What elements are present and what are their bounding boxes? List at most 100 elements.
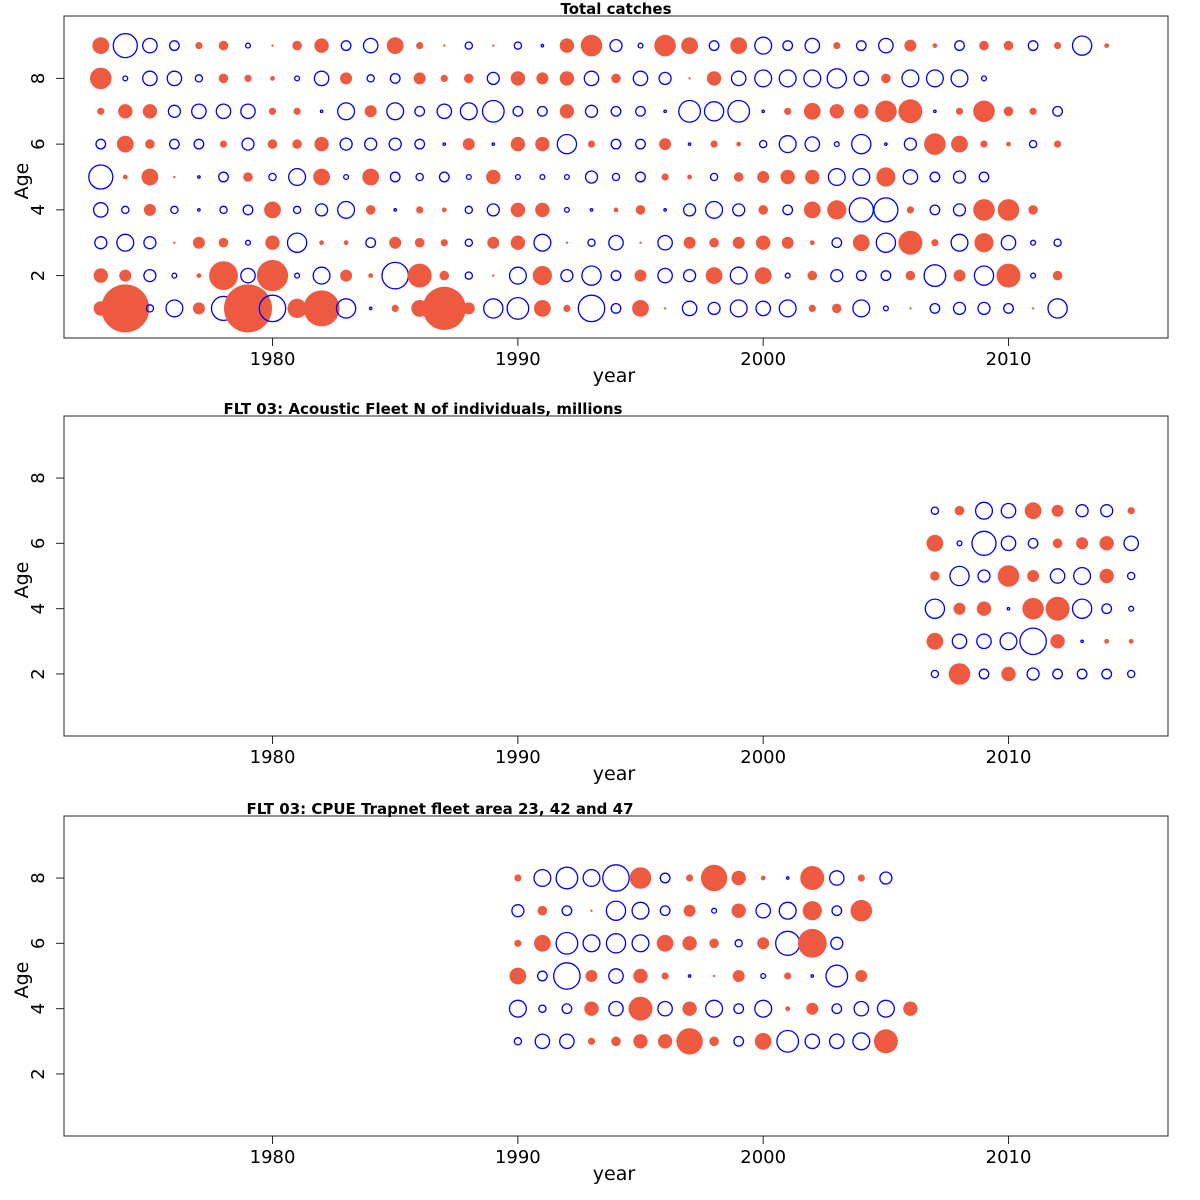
residual-bubble <box>513 41 523 50</box>
residual-bubble <box>340 40 352 52</box>
residual-bubble <box>682 1001 697 1016</box>
residual-bubble <box>875 232 897 253</box>
residual-bubble <box>416 206 424 214</box>
residual-bubble <box>973 199 995 221</box>
residual-bubble <box>166 70 183 87</box>
residual-bubble <box>508 999 527 1018</box>
x-axis-label: year <box>593 1163 636 1185</box>
residual-bubble <box>438 171 450 183</box>
residual-bubble <box>999 632 1018 651</box>
residual-bubble <box>687 142 692 146</box>
residual-bubble <box>1049 568 1066 584</box>
x-tick-label: 2010 <box>986 349 1032 370</box>
y-tick-label: 2 <box>28 1068 49 1079</box>
residual-bubble <box>440 239 448 247</box>
residual-bubble <box>683 236 696 249</box>
residual-bubble <box>93 268 109 283</box>
residual-bubble <box>661 173 669 181</box>
residual-bubble <box>1052 270 1063 281</box>
residual-bubble <box>464 271 474 280</box>
residual-bubble <box>637 42 644 49</box>
residual-bubble <box>707 301 721 316</box>
residual-bubble <box>1024 502 1042 520</box>
residual-bubble <box>577 294 606 323</box>
residual-bubble <box>898 99 923 124</box>
residual-bubble <box>535 136 550 152</box>
residual-bubble <box>1126 571 1136 581</box>
residual-bubble <box>1028 205 1038 215</box>
x-tick-label: 2000 <box>740 747 786 768</box>
residual-bubble <box>393 208 398 212</box>
residual-bubble <box>534 934 551 952</box>
residual-bubble <box>974 501 994 520</box>
residual-bubble <box>803 69 822 88</box>
residual-bubble <box>97 107 105 115</box>
residual-bubble <box>1071 598 1093 619</box>
residual-bubble <box>314 203 329 217</box>
residual-bubble <box>368 306 373 311</box>
residual-bubble <box>729 299 748 318</box>
residual-bubble <box>629 867 652 889</box>
residual-bubble <box>168 138 180 150</box>
y-tick-label: 2 <box>28 270 49 281</box>
x-tick-label: 1980 <box>250 747 296 768</box>
residual-bubble <box>953 602 966 615</box>
residual-bubble <box>565 241 569 244</box>
residual-bubble <box>464 238 474 247</box>
residual-bubble <box>929 302 941 314</box>
residual-bubble <box>929 204 941 216</box>
residual-bubble <box>711 907 718 914</box>
residual-bubble <box>1047 298 1068 319</box>
residual-bubble <box>112 32 138 59</box>
residual-bubble <box>754 36 773 55</box>
residual-bubble <box>1000 535 1017 552</box>
residual-bubble <box>978 668 990 680</box>
y-axis-label: Age <box>11 163 33 200</box>
plot-frame <box>63 15 1169 339</box>
residual-bubble <box>758 139 768 149</box>
residual-bubble <box>954 40 965 52</box>
residual-bubble <box>362 37 379 54</box>
residual-bubble <box>1052 538 1063 549</box>
residual-bubble <box>809 240 815 246</box>
residual-bubble <box>687 174 692 180</box>
residual-bubble <box>337 200 356 219</box>
residual-bubble <box>335 298 357 319</box>
residual-bubble <box>581 265 602 286</box>
residual-bubble <box>802 901 822 921</box>
residual-bubble <box>705 200 724 219</box>
residual-bubble <box>142 70 158 87</box>
residual-bubble <box>1127 507 1135 515</box>
residual-bubble <box>875 100 897 123</box>
residual-bubble <box>556 133 578 155</box>
panel-title: Total catches <box>560 0 671 18</box>
residual-bubble <box>828 1033 845 1050</box>
residual-bubble <box>1076 668 1088 680</box>
residual-bubble <box>659 905 671 917</box>
residual-bubble <box>167 104 182 118</box>
residual-bubble <box>904 39 917 52</box>
residual-bubble <box>977 569 991 583</box>
residual-bubble <box>971 530 997 556</box>
residual-bubble <box>700 864 728 892</box>
residual-bubble <box>364 137 378 151</box>
x-tick-label: 1980 <box>250 349 296 370</box>
residual-bubble <box>1006 606 1011 611</box>
residual-bubble <box>730 70 747 87</box>
residual-bubble <box>709 938 719 949</box>
residual-bubble <box>1101 668 1113 680</box>
residual-bubble <box>682 936 697 951</box>
residual-bubble <box>884 142 888 146</box>
residual-bubble <box>314 38 329 53</box>
residual-bubble <box>776 1029 800 1053</box>
residual-bubble <box>1123 535 1140 552</box>
residual-bubble <box>850 899 873 922</box>
residual-bubble <box>978 171 990 183</box>
residual-bubble <box>1051 504 1064 517</box>
residual-bubble <box>314 136 329 152</box>
residual-bubble <box>657 267 673 284</box>
residual-bubble <box>389 236 402 249</box>
residual-bubble <box>953 269 966 282</box>
residual-bubble <box>729 266 748 285</box>
residual-bubble <box>218 73 229 84</box>
